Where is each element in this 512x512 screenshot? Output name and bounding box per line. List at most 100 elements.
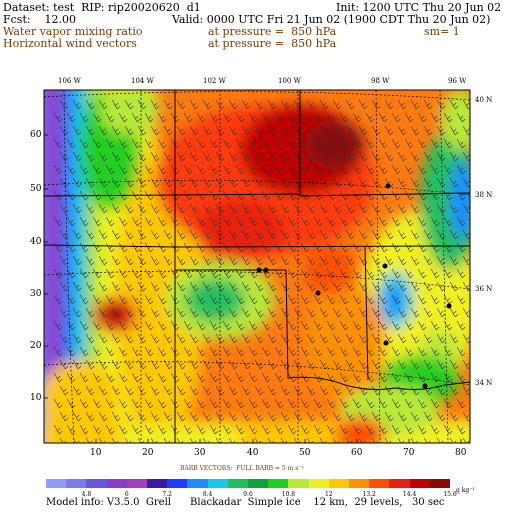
wind-barb — [235, 112, 245, 123]
wind-barb — [313, 320, 323, 331]
wind-barb — [430, 320, 440, 331]
wind-barb — [313, 164, 323, 175]
wind-barb — [443, 398, 453, 409]
wind-barb — [313, 138, 323, 149]
wind-barb — [150, 385, 160, 396]
wind-barb — [248, 112, 258, 123]
wind-barb — [306, 385, 316, 396]
wind-barb — [241, 307, 251, 318]
lon-label: 102 W — [203, 77, 226, 85]
wind-barb — [183, 112, 193, 123]
wind-barb — [131, 372, 141, 383]
wind-barb — [235, 138, 245, 149]
wind-barb — [176, 333, 186, 344]
wind-barb — [449, 307, 459, 318]
wind-barb — [430, 164, 440, 175]
lon-label: 104 W — [131, 77, 154, 85]
wind-barb — [144, 398, 154, 409]
wind-barb — [476, 152, 484, 161]
wind-barb — [261, 164, 271, 175]
wind-barb — [183, 164, 193, 175]
wind-barb — [410, 359, 420, 370]
wind-barb — [456, 164, 466, 175]
lon-label: 106 W — [58, 77, 81, 85]
wind-barb — [345, 125, 355, 136]
wind-barb — [59, 411, 69, 422]
wind-barb — [72, 99, 82, 110]
wind-barb — [85, 385, 95, 396]
wind-barb — [397, 255, 407, 266]
wind-barb — [371, 281, 381, 292]
wind-barb — [391, 268, 401, 279]
wind-barb — [280, 177, 290, 188]
colorbar-swatch — [349, 479, 370, 488]
wind-barb — [59, 281, 69, 292]
wind-barb — [404, 398, 414, 409]
wind-barb — [53, 424, 63, 435]
colorbar-label: 4.8 — [81, 491, 92, 498]
wind-barb — [111, 359, 121, 370]
wind-barb — [280, 203, 290, 214]
wind-barb — [430, 398, 440, 409]
wind-barb — [150, 255, 160, 266]
wind-barb — [189, 281, 199, 292]
wind-barb — [189, 177, 199, 188]
wind-barb — [98, 359, 108, 370]
wind-barb — [339, 320, 349, 331]
wind-barb — [124, 359, 134, 370]
wind-barb — [391, 424, 401, 435]
wind-barb — [436, 177, 446, 188]
wind-barb — [254, 411, 264, 422]
wind-barb — [306, 333, 316, 344]
wind-barb — [384, 411, 394, 422]
wind-barb — [228, 281, 238, 292]
wind-barb — [397, 281, 407, 292]
wind-barb — [59, 359, 69, 370]
wind-barb — [53, 242, 63, 253]
wind-barb — [456, 190, 466, 201]
wind-barb — [443, 346, 453, 357]
wind-barb — [280, 99, 290, 110]
wind-barb — [137, 411, 147, 422]
wind-barb — [397, 125, 407, 136]
wind-barb — [384, 307, 394, 318]
grid-y-label: 30 — [30, 289, 42, 299]
wind-barb — [189, 151, 199, 162]
wind-barb — [469, 139, 470, 140]
wind-barb — [339, 216, 349, 227]
wind-barb — [137, 307, 147, 318]
colorbar-swatch — [147, 479, 168, 488]
wind-barb — [222, 216, 232, 227]
wind-barb — [371, 333, 381, 344]
lat-label: 38 N — [475, 191, 493, 199]
wind-barb — [326, 398, 336, 409]
wind-barb — [443, 294, 453, 305]
wind-barb — [443, 112, 453, 123]
grid-y-label: 60 — [30, 130, 42, 140]
wind-barb — [66, 424, 76, 435]
wind-barb — [287, 138, 297, 149]
wind-barb — [124, 151, 134, 162]
wind-barb — [137, 151, 147, 162]
wind-barb — [241, 151, 251, 162]
wind-barb — [300, 216, 310, 227]
wind-barb — [436, 359, 446, 370]
dataset-label: Dataset: test RIP: rip20020620 d1 — [3, 1, 201, 14]
wind-barb — [105, 112, 115, 123]
forecast-hour: Fcst: 12.00 — [3, 13, 77, 26]
colorbar-swatch — [369, 479, 390, 488]
wind-barb — [85, 333, 95, 344]
wind-barb — [300, 164, 310, 175]
wind-barb — [137, 203, 147, 214]
wind-barb — [228, 359, 238, 370]
wind-barb — [417, 164, 427, 175]
wind-barb — [222, 372, 232, 383]
wind-barb — [163, 125, 173, 136]
wind-barb — [228, 385, 238, 396]
colorbar-swatch — [46, 479, 67, 488]
wind-barb — [300, 294, 310, 305]
wind-barb — [345, 359, 355, 370]
wind-barb — [124, 385, 134, 396]
wind-barb — [397, 177, 407, 188]
wind-barb — [469, 113, 470, 114]
